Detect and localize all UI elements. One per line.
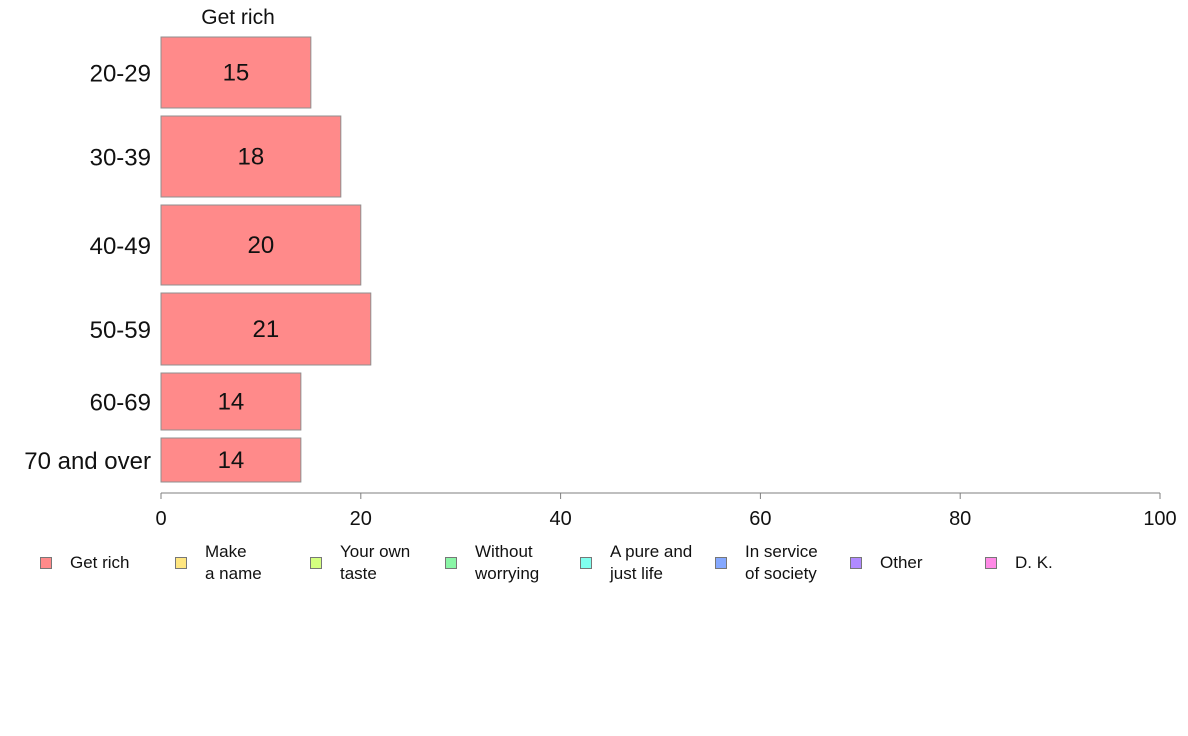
bar-40-49 — [160, 204, 362, 286]
data-label: 14 — [218, 389, 245, 416]
legend-swatch — [175, 557, 187, 569]
data-label: 15 — [223, 60, 250, 87]
legend-label: Get rich — [70, 553, 130, 572]
x-tick-label: 20 — [350, 508, 372, 530]
x-tick-label: 80 — [949, 508, 971, 530]
x-axis: 0 20 40 60 80 100 — [155, 492, 1177, 530]
category-label: 50-59 — [90, 317, 151, 344]
data-label: 14 — [218, 447, 245, 474]
bar-60-69 — [160, 372, 302, 431]
legend-label: D. K. — [1015, 553, 1053, 572]
legend-swatch — [310, 557, 322, 569]
x-tick-label: 40 — [549, 508, 571, 530]
category-label: 20-29 — [90, 61, 151, 88]
legend-label: A pure and just life — [610, 542, 693, 583]
x-tick-label: 100 — [1143, 508, 1176, 530]
bar-70-and-over — [160, 437, 302, 483]
data-label: 20 — [248, 232, 275, 259]
legend-swatch — [40, 557, 52, 569]
bar-30-39 — [160, 115, 342, 198]
data-label: 18 — [238, 144, 265, 171]
category-label: 40-49 — [90, 233, 151, 260]
legend-label: In service of society — [745, 542, 818, 583]
x-tick-label: 60 — [749, 508, 771, 530]
category-label: 70 and over — [24, 448, 151, 475]
bar-50-59 — [160, 292, 372, 366]
bars-layer: 15 18 20 21 14 14 — [160, 36, 372, 483]
legend-label: Without worrying — [475, 542, 540, 583]
legend-swatch — [445, 557, 457, 569]
category-labels: 20-29 30-39 40-49 50-59 60-69 70 and over — [24, 61, 151, 476]
category-label: 30-39 — [90, 145, 151, 172]
legend-label: Your own taste — [340, 542, 411, 583]
legend-swatch — [850, 557, 862, 569]
panel-title: Get rich — [201, 6, 275, 29]
data-label: 21 — [253, 316, 280, 343]
category-label: 60-69 — [90, 390, 151, 417]
legend-swatch — [580, 557, 592, 569]
legend-swatch — [715, 557, 727, 569]
x-tick-label: 0 — [155, 508, 166, 530]
legend-label: Other — [880, 553, 923, 572]
legend-swatch — [985, 557, 997, 569]
legend: Get rich Make a name Your own taste Without… — [0, 540, 1188, 590]
bar-20-29 — [160, 36, 312, 109]
legend-label: Make a name — [205, 542, 262, 583]
